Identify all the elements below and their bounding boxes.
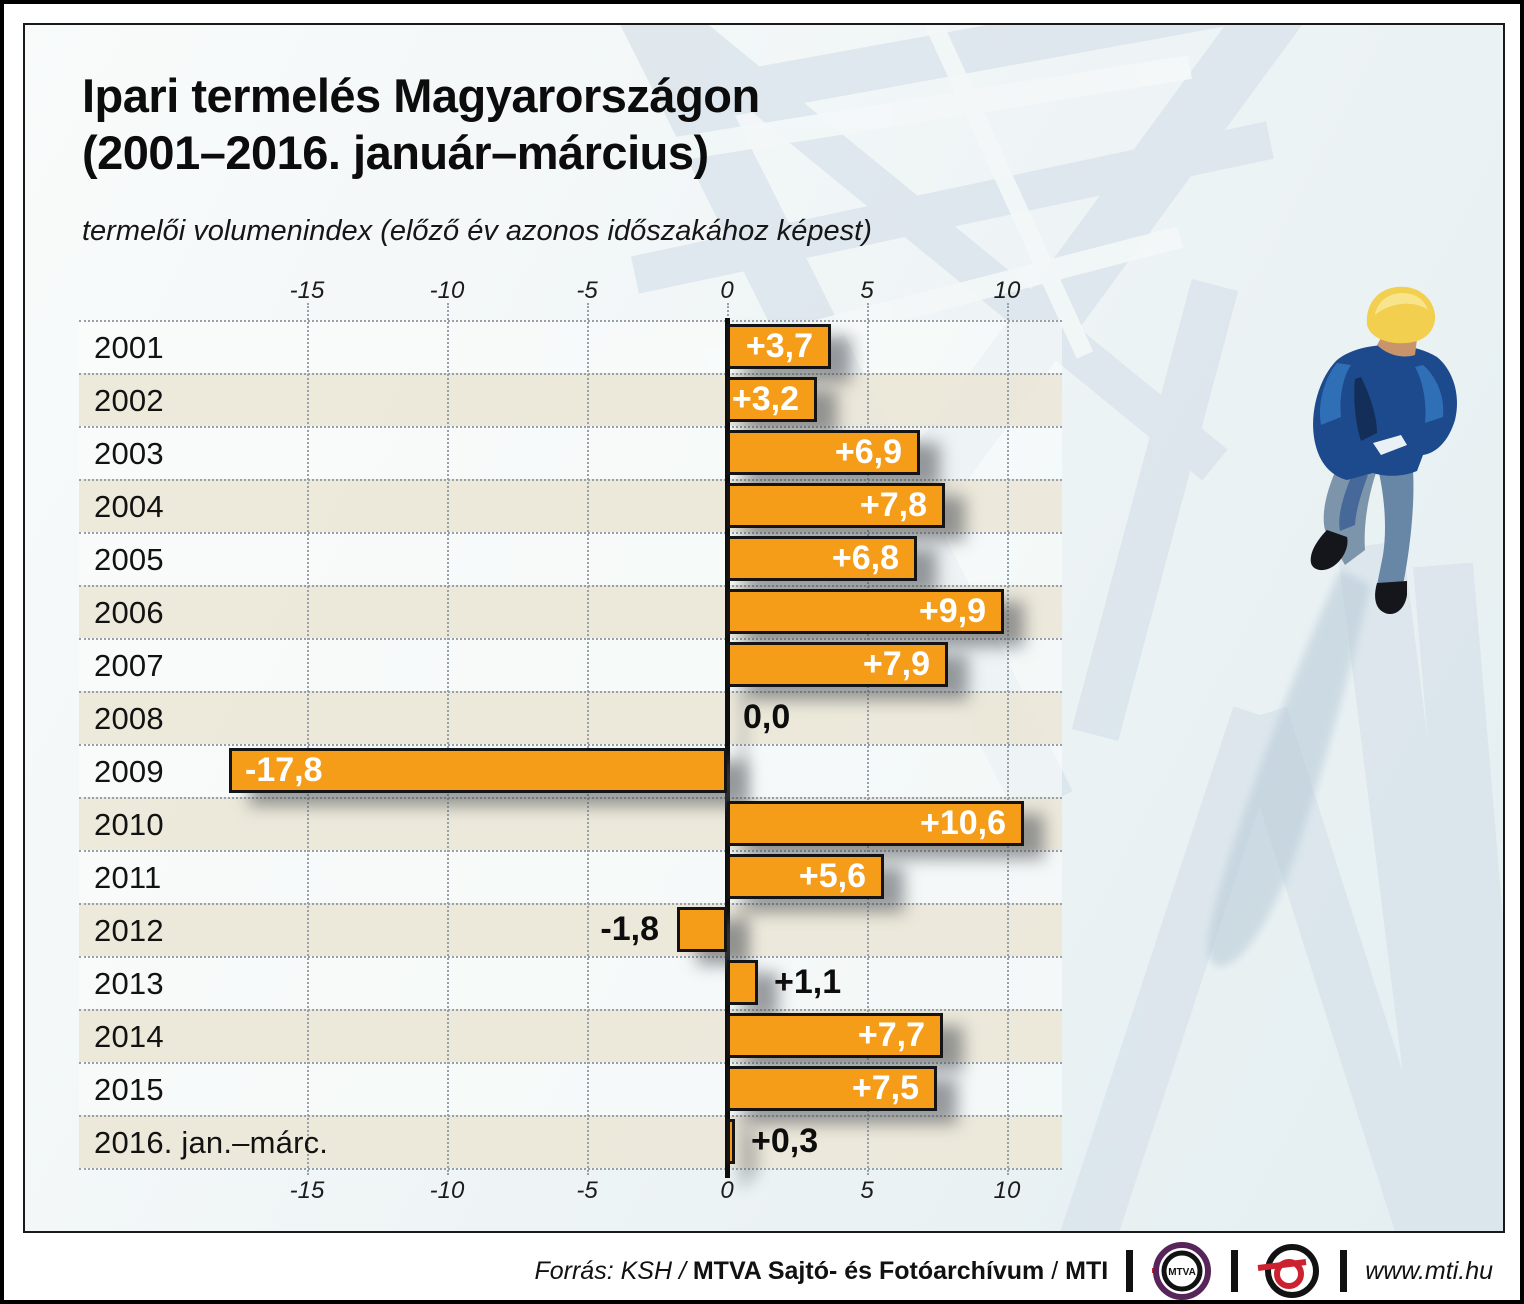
tick-label-top: -10 xyxy=(429,277,465,304)
tick-label-top: -5 xyxy=(576,277,598,304)
year-label: 2005 xyxy=(94,542,164,577)
bar-value-label: +7,5 xyxy=(851,1069,919,1107)
bar-value-label: +7,7 xyxy=(857,1016,925,1054)
bar-chart: -15 -15 -10 -10 -5 -5 0 0 5 5 10 10 2001 +3,7 2002 +3,2… xyxy=(25,25,1503,1231)
footer-bar: Forrás: KSH / MTVA Sajtó- és Fotóarchívu… xyxy=(27,1242,1505,1300)
row-separator xyxy=(79,797,1062,799)
year-label: 2013 xyxy=(94,966,164,1001)
row-separator xyxy=(79,585,1062,587)
bar-value-label: +6,8 xyxy=(831,539,899,577)
bar xyxy=(727,960,758,1005)
row-separator xyxy=(79,1115,1062,1117)
tick-label-bottom: -10 xyxy=(429,1177,465,1204)
bar xyxy=(677,907,727,952)
bar-value-label: +6,9 xyxy=(834,433,902,471)
row-band xyxy=(79,850,1062,903)
tick-label-bottom: 5 xyxy=(860,1177,874,1204)
chart-panel: Ipari termelés Magyarországon (2001–2016… xyxy=(23,23,1505,1233)
bar-value-label: +9,9 xyxy=(918,592,986,630)
year-label: 2003 xyxy=(94,436,164,471)
tick-label-bottom: 0 xyxy=(720,1177,734,1204)
source-agency: MTI xyxy=(1065,1256,1109,1285)
grid-line xyxy=(447,303,449,1175)
footer-separator xyxy=(1340,1250,1348,1292)
row-separator xyxy=(79,373,1062,375)
grid-line xyxy=(587,303,589,1175)
mti-logo xyxy=(1257,1244,1320,1298)
year-label: 2008 xyxy=(94,701,164,736)
bar-value-label: +10,6 xyxy=(919,804,1006,842)
row-band xyxy=(79,903,1062,956)
tick-label-top: -15 xyxy=(289,277,325,304)
row-band xyxy=(79,956,1062,1009)
row-band xyxy=(79,691,1062,744)
year-label: 2016. jan.–márc. xyxy=(94,1125,329,1160)
bar xyxy=(727,1013,943,1058)
row-separator xyxy=(79,532,1062,534)
year-label: 2006 xyxy=(94,595,164,630)
source-archive: MTVA Sajtó- és Fotóarchívum xyxy=(692,1256,1045,1285)
year-label: 2011 xyxy=(94,860,162,895)
year-label: 2010 xyxy=(94,807,164,842)
bar-value-label: -17,8 xyxy=(245,751,323,789)
year-label: 2004 xyxy=(94,489,164,524)
row-separator xyxy=(79,426,1062,428)
row-separator xyxy=(79,1168,1062,1170)
year-label: 2009 xyxy=(94,754,164,789)
row-band xyxy=(79,1115,1062,1168)
tick-label-bottom: -15 xyxy=(289,1177,325,1204)
row-band xyxy=(79,373,1062,426)
row-band xyxy=(79,320,1062,373)
row-separator xyxy=(79,744,1062,746)
year-label: 2012 xyxy=(94,913,164,948)
row-separator xyxy=(79,1009,1062,1011)
year-label: 2002 xyxy=(94,383,164,418)
bar xyxy=(727,854,884,899)
row-separator xyxy=(79,956,1062,958)
bar-value-label: 0,0 xyxy=(743,698,791,736)
footer-separator xyxy=(1126,1250,1134,1292)
source-label: Forrás: KSH xyxy=(534,1256,673,1285)
year-label: 2001 xyxy=(94,330,164,365)
bar-value-label: +5,6 xyxy=(798,857,866,895)
bar-value-label: +3,7 xyxy=(745,327,813,365)
tick-label-top: 0 xyxy=(720,277,734,304)
mtva-logo: MTVA xyxy=(1152,1242,1212,1300)
bar-value-label: +7,8 xyxy=(859,486,927,524)
row-separator xyxy=(79,691,1062,693)
page-title-line2: (2001–2016. január–március) xyxy=(82,126,709,179)
row-separator xyxy=(79,1062,1062,1064)
page-title-line1: Ipari termelés Magyarországon xyxy=(82,69,760,122)
bar xyxy=(727,1066,937,1111)
chart-subtitle: termelői volumenindex (előző év azonos i… xyxy=(82,215,872,247)
year-label: 2015 xyxy=(94,1072,164,1107)
bar-value-label: +1,1 xyxy=(774,963,842,1001)
grid-line xyxy=(307,303,309,1175)
row-separator xyxy=(79,320,1062,322)
row-separator xyxy=(79,903,1062,905)
bar xyxy=(727,1119,735,1164)
bar-value-label: -1,8 xyxy=(600,910,659,948)
bar-value-label: +7,9 xyxy=(862,645,930,683)
bar-value-label: +3,2 xyxy=(731,380,799,418)
website-link: www.mti.hu xyxy=(1365,1256,1493,1285)
tick-label-top: 5 xyxy=(860,277,874,304)
year-label: 2007 xyxy=(94,648,164,683)
footer-separator xyxy=(1231,1250,1239,1292)
tick-label-top: 10 xyxy=(993,277,1021,304)
year-label: 2014 xyxy=(94,1019,164,1054)
tick-label-bottom: 10 xyxy=(993,1177,1021,1204)
row-separator xyxy=(79,479,1062,481)
tick-label-bottom: -5 xyxy=(576,1177,598,1204)
source-credit: Forrás: KSH / MTVA Sajtó- és Fotóarchívu… xyxy=(534,1256,1109,1285)
bar-value-label: +0,3 xyxy=(751,1122,819,1160)
mtva-logo-text: MTVA xyxy=(1168,1267,1196,1278)
row-separator xyxy=(79,850,1062,852)
row-separator xyxy=(79,638,1062,640)
grid-line xyxy=(1007,303,1009,1175)
